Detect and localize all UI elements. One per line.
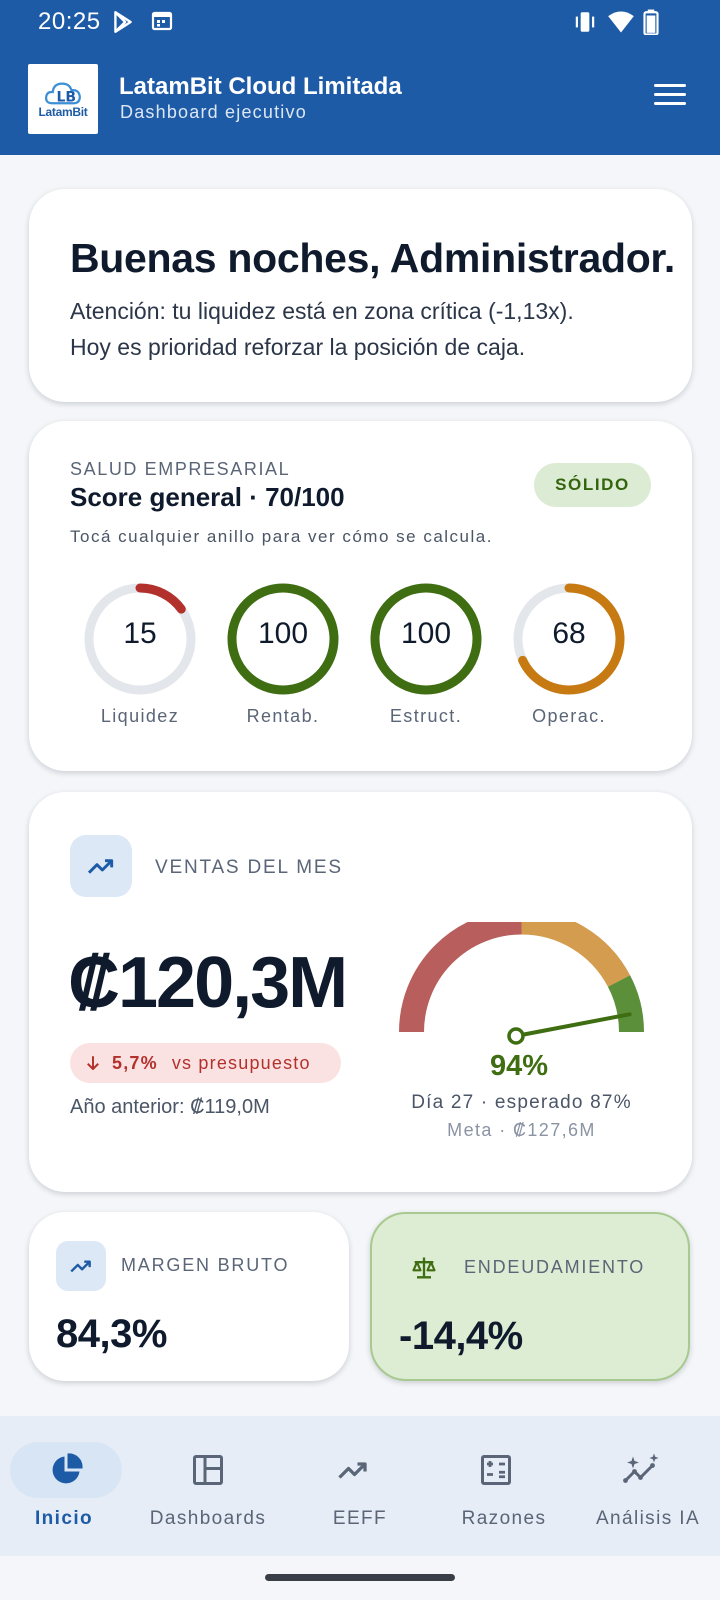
trend-icon-box [56,1241,106,1291]
trend-line-icon [338,1462,367,1479]
scale-icon-box [399,1243,449,1293]
nav-analisis-ia[interactable]: Análisis IA [576,1416,720,1556]
ring-label: Rentab. [246,706,320,726]
calendar-icon [151,11,173,31]
nav-label: Razones [461,1508,547,1529]
delta-text: vs presupuesto [171,1052,311,1073]
ring-operacion[interactable]: 68 Operac. [511,581,627,727]
active-indicator [10,1442,122,1498]
pie-chart-icon [52,1453,83,1484]
trending-up-icon [70,1260,91,1273]
ring-chart [370,583,482,695]
ring-value: 100 [257,617,309,650]
budget-delta-badge: 5,7% vs presupuesto [70,1043,341,1083]
debt-kicker: ENDEUDAMIENTO [464,1257,646,1277]
greeting-heading: Buenas noches, Administrador. [70,235,675,281]
delta-percent: 5,7% [112,1052,158,1073]
trend-icon-box [70,835,132,897]
arrow-down-icon [87,1056,99,1070]
ring-label: Estruct. [389,706,463,726]
ring-label: Operac. [532,706,606,726]
nav-razones[interactable]: Razones [432,1416,576,1556]
ring-value: 15 [123,617,157,650]
sales-kicker: VENTAS DEL MES [155,857,343,878]
status-bar: 20:25 [0,0,720,44]
calculator-icon [481,1455,511,1485]
wifi-icon [608,11,634,33]
status-badge: SÓLIDO [534,463,651,507]
health-kicker: SALUD EMPRESARIAL [70,459,291,479]
gauge-pivot [507,1027,525,1045]
gauge-needle [514,1012,632,1038]
bottom-navigation: Inicio Dashboards EEFF Razones Análisis … [0,1416,720,1556]
ring-chart [513,583,625,695]
status-time: 20:25 [38,8,101,35]
margin-value: 84,3% [56,1312,167,1356]
monthly-sales-card[interactable]: VENTAS DEL MES ₡120,3M 5,7% vs presupues… [29,792,692,1192]
logo-wordmark: LatamBit [38,105,88,119]
health-hint: Tocá cualquier anillo para ver cómo se c… [70,527,493,546]
nav-dashboards[interactable]: Dashboards [136,1416,280,1556]
nav-label: Dashboards [149,1508,267,1529]
greeting-line-1: Atención: tu liquidez está en zona críti… [70,298,574,324]
hamburger-menu-icon[interactable] [650,78,690,118]
greeting-message: Atención: tu liquidez está en zona críti… [70,293,574,365]
nav-eeff[interactable]: EEFF [288,1416,432,1556]
gross-margin-card[interactable]: MARGEN BRUTO 84,3% [29,1212,349,1381]
gesture-home-bar[interactable] [265,1574,455,1581]
company-logo: LB LatamBit [28,64,98,134]
sales-amount: ₡120,3M [68,943,348,1023]
play-store-icon [114,11,132,33]
page-subtitle: Dashboard ejecutivo [120,102,307,122]
business-health-card: SALUD EMPRESARIAL Score general · 70/100… [29,421,692,771]
app-bar: LB LatamBit LatamBit Cloud Limitada Dash… [0,44,720,155]
margin-kicker: MARGEN BRUTO [121,1255,290,1275]
gauge-expected: Día 27 · esperado 87% [411,1092,632,1113]
gauge-goal: Meta · ₡127,6M [447,1120,596,1140]
nav-label: Análisis IA [595,1508,701,1529]
debt-card[interactable]: ENDEUDAMIENTO -14,4% [370,1212,690,1381]
gauge-amber-band [521,922,631,988]
ring-value: 68 [552,617,586,650]
ring-estructura[interactable]: 100 Estruct. [368,581,484,727]
previous-year-sales: Año anterior: ₡119,0M [70,1096,270,1118]
greeting-card: Buenas noches, Administrador. Atención: … [29,189,692,402]
health-score: Score general · 70/100 [70,482,345,512]
vibrate-icon [575,12,595,32]
ring-rentabilidad[interactable]: 100 Rentab. [225,581,341,727]
gauge-green-band [607,975,644,1033]
battery-icon [643,9,659,35]
debt-value: -14,4% [399,1314,523,1358]
ring-value: 100 [400,617,452,650]
nav-label: Inicio [34,1508,93,1529]
trending-up-icon [87,859,114,874]
ring-chart [84,583,196,695]
ring-liquidez[interactable]: 15 Liquidez [82,581,198,727]
nav-inicio[interactable]: Inicio [0,1416,144,1556]
ai-sparkle-trend-icon [623,1453,659,1483]
svg-text:LB: LB [56,89,76,105]
sales-gauge [399,922,644,1045]
ring-label: Liquidez [100,706,180,726]
gauge-percent: 94% [489,1050,549,1082]
nav-label: EEFF [332,1508,388,1529]
dashboard-layout-icon [193,1455,223,1485]
gauge-red-band [399,922,522,1033]
scale-balance-icon [412,1257,436,1279]
ring-chart [227,583,339,695]
greeting-line-2: Hoy es prioridad reforzar la posición de… [70,334,526,360]
cloud-logo-icon: LB [44,82,81,105]
company-name: LatamBit Cloud Limitada [119,73,402,100]
